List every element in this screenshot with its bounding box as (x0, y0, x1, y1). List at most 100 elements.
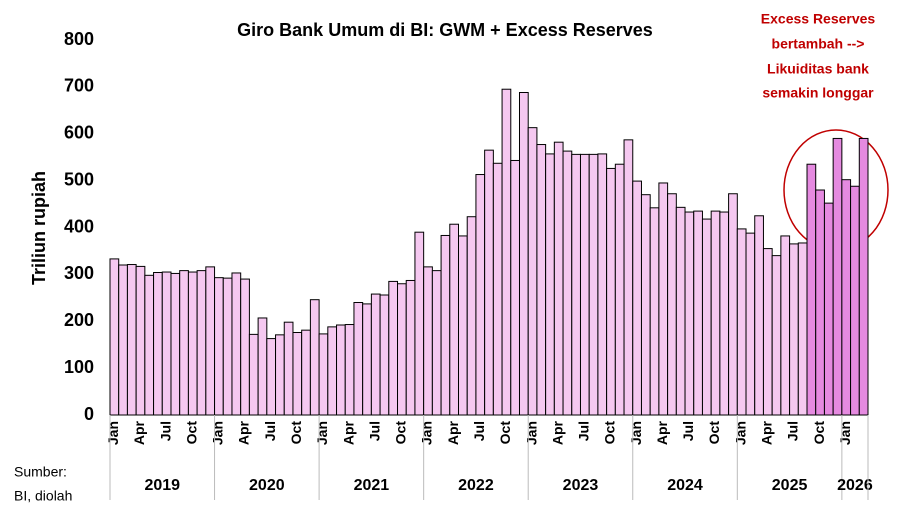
bar (606, 167, 616, 416)
source: Sumber: (14, 464, 67, 480)
x-tick-label: Apr (131, 420, 147, 445)
bar (458, 235, 468, 416)
bar (318, 333, 329, 416)
bar (161, 271, 172, 416)
bar (588, 153, 599, 416)
y-tick-label: 500 (64, 169, 94, 189)
bar (789, 243, 799, 416)
bar (754, 215, 764, 416)
y-tick-label: 400 (64, 216, 94, 236)
bar (771, 255, 782, 416)
bar (353, 302, 364, 416)
bar (431, 270, 442, 416)
annotation: Excess Reserves (761, 11, 876, 27)
bar (597, 153, 608, 416)
bar (850, 185, 860, 416)
bar (579, 153, 590, 416)
y-tick-label: 200 (64, 310, 94, 330)
year-label: 2021 (354, 477, 390, 494)
bar (327, 326, 338, 416)
x-tick-label: Jan (105, 421, 121, 445)
bar (388, 280, 399, 416)
x-tick-label: Apr (759, 420, 775, 445)
y-tick-label: 0 (84, 404, 94, 424)
x-tick-label: Jan (732, 421, 748, 445)
y-axis-label: Triliun rupiah (29, 171, 49, 285)
bar (484, 149, 494, 416)
year-label: 2025 (772, 477, 808, 494)
bar (675, 206, 686, 416)
y-tick-label: 100 (64, 357, 94, 377)
x-tick-label: Jul (366, 421, 382, 441)
bar (536, 144, 547, 416)
bar (126, 264, 137, 416)
bar (266, 338, 277, 416)
bar (693, 210, 703, 416)
x-tick-label: Oct (811, 421, 827, 445)
bar (545, 153, 555, 416)
annotation: bertambah --> (772, 36, 865, 52)
annotation: semakin longgar (762, 85, 874, 101)
bar (745, 232, 756, 416)
x-tick-label: Oct (497, 421, 513, 445)
x-tick-label: Jul (157, 421, 173, 441)
year-label: 2024 (667, 477, 703, 494)
bar (518, 92, 529, 416)
bar (736, 228, 747, 416)
bar (301, 329, 311, 416)
bar (684, 211, 695, 416)
bar (728, 193, 738, 416)
x-tick-label: Apr (549, 420, 565, 445)
bar (196, 270, 207, 416)
bar (806, 163, 817, 416)
bar (701, 218, 712, 416)
bar (240, 278, 250, 416)
bar (144, 274, 155, 416)
y-tick-label: 700 (64, 76, 94, 96)
x-tick-label: Jan (210, 421, 226, 445)
bar (614, 163, 625, 416)
bar (553, 141, 564, 416)
bar (214, 277, 224, 416)
bar (135, 265, 146, 416)
bar (309, 299, 320, 416)
bar (248, 333, 259, 416)
bar (815, 189, 825, 416)
bar (562, 150, 573, 416)
bar (231, 272, 242, 416)
y-tick-label: 600 (64, 123, 94, 143)
bar (423, 266, 433, 416)
bar (283, 321, 294, 416)
bar (640, 194, 651, 416)
bar (475, 174, 486, 416)
bar (501, 88, 512, 416)
annotation: Likuiditas bank (767, 61, 869, 77)
x-tick-label: Apr (445, 420, 461, 445)
bar (362, 303, 372, 416)
bar (292, 332, 303, 416)
x-tick-label: Jul (680, 421, 696, 441)
bar (658, 182, 669, 416)
bar (832, 137, 843, 416)
bar (118, 264, 128, 416)
bar (205, 266, 216, 416)
x-tick-label: Apr (236, 420, 252, 445)
x-tick-label: Jul (785, 421, 801, 441)
bar (397, 283, 407, 416)
bar (510, 159, 520, 416)
x-tick-label: Apr (654, 420, 670, 445)
bar (257, 317, 268, 416)
bar (405, 279, 416, 416)
y-tick-label: 300 (64, 263, 94, 283)
x-tick-label: Jul (262, 421, 278, 441)
year-label: 2023 (563, 477, 599, 494)
x-tick-label: Jul (471, 421, 487, 441)
x-tick-label: Jan (419, 421, 435, 445)
year-label: 2022 (458, 477, 494, 494)
bar (414, 231, 425, 416)
bar (179, 270, 189, 416)
bar (571, 153, 581, 416)
chart-title: Giro Bank Umum di BI: GWM + Excess Reser… (237, 20, 653, 40)
x-tick-label: Oct (183, 421, 199, 445)
